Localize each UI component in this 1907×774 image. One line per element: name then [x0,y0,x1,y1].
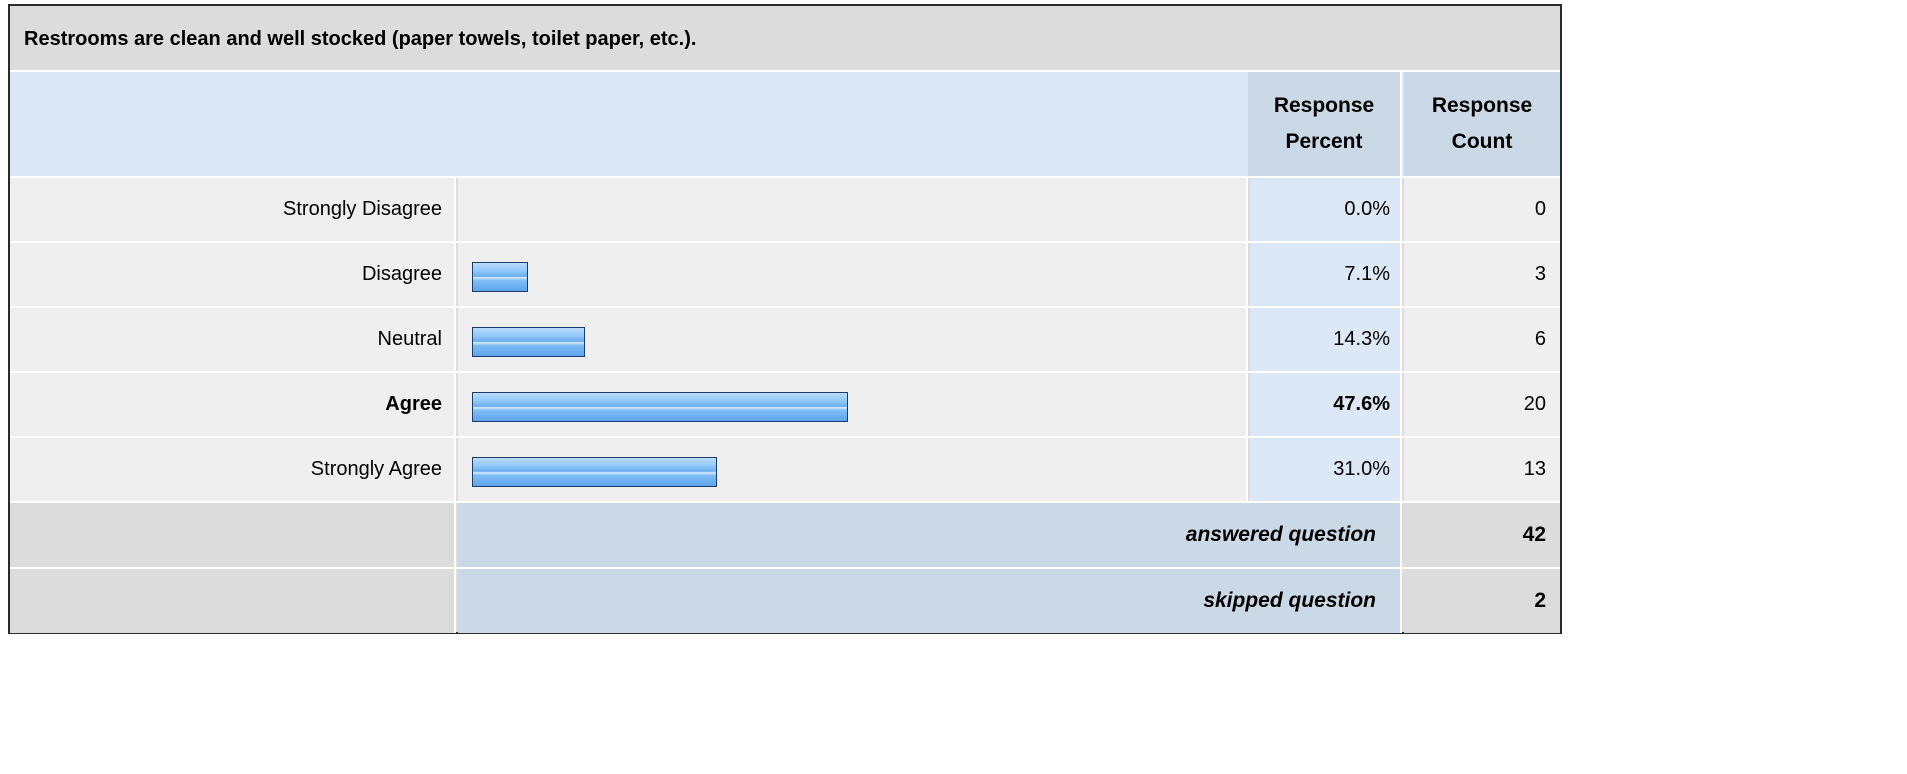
answer-row: Disagree 7.1% 3 [10,243,1560,308]
response-count-header-line1: Response [1431,94,1533,117]
skipped-question-label: skipped question [458,569,1402,633]
response-percent-header-line1: Response [1273,94,1375,117]
answer-row: Strongly Disagree 0.0% 0 [10,178,1560,243]
answer-label: Agree [10,373,456,436]
response-percent-value: 0.0% [1250,178,1402,241]
answered-question-value: 42 [1404,503,1560,567]
response-count-value: 6 [1404,308,1560,371]
bar-cell [458,438,1248,501]
response-bar [472,457,717,487]
response-count-value: 13 [1404,438,1560,501]
bar-cell [458,308,1248,371]
skipped-question-row: skipped question 2 [10,569,1560,635]
survey-results-table: Restrooms are clean and well stocked (pa… [8,4,1562,634]
response-count-value: 20 [1404,373,1560,436]
answer-label: Neutral [10,308,456,371]
response-count-header-line2: Count [1451,130,1513,153]
summary-blank-cell [10,503,456,567]
question-title: Restrooms are clean and well stocked (pa… [10,6,1560,72]
response-percent-value: 47.6% [1250,373,1402,436]
summary-blank-cell [10,569,456,633]
answer-label: Disagree [10,243,456,306]
bar-cell [458,178,1248,241]
answer-label: Strongly Disagree [10,178,456,241]
bar-cell [458,373,1248,436]
response-percent-header-line2: Percent [1285,130,1363,153]
column-header-row: Response Percent Response Count [10,72,1560,178]
response-percent-value: 7.1% [1250,243,1402,306]
answer-row: Strongly Agree 31.0% 13 [10,438,1560,503]
answer-row: Agree 47.6% 20 [10,373,1560,438]
response-count-value: 0 [1404,178,1560,241]
response-percent-value: 31.0% [1250,438,1402,501]
answered-question-row: answered question 42 [10,503,1560,569]
response-percent-header: Response Percent [1248,72,1402,176]
response-count-value: 3 [1404,243,1560,306]
response-percent-value: 14.3% [1250,308,1402,371]
answer-label: Strongly Agree [10,438,456,501]
bar-cell [458,243,1248,306]
response-count-header: Response Count [1404,72,1560,176]
response-bar [472,392,848,422]
response-bar [472,262,528,292]
skipped-question-value: 2 [1404,569,1560,633]
response-bar [472,327,585,357]
answered-question-label: answered question [458,503,1402,567]
answer-row: Neutral 14.3% 6 [10,308,1560,373]
